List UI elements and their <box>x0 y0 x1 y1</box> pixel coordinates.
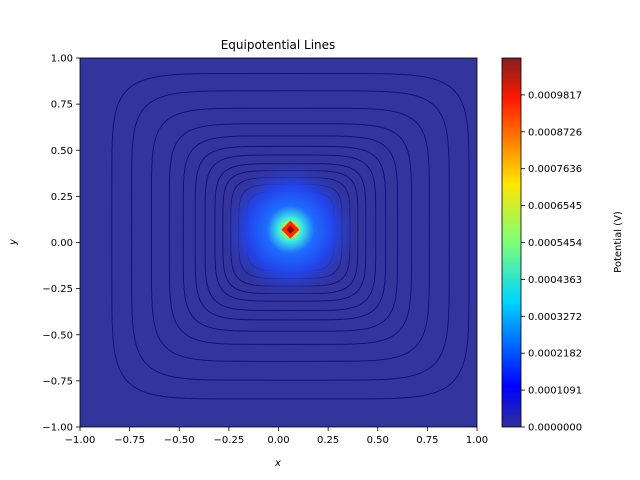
x-tick-label: 0.25 <box>317 435 339 446</box>
colorbar-tick-label: 0.0006545 <box>528 201 582 212</box>
y-tick-label: −0.25 <box>42 284 73 295</box>
source-glow-group <box>220 159 361 300</box>
x-tick-label: 0.50 <box>367 435 389 446</box>
colorbar-tick-label: 0.0000000 <box>528 423 582 434</box>
y-tick-label: 0.25 <box>51 192 73 203</box>
y-tick-label: −0.75 <box>42 376 73 387</box>
contour-line <box>151 107 430 362</box>
x-tick-label: −0.50 <box>164 435 195 446</box>
colorbar-tick-label: 0.0004363 <box>528 275 582 286</box>
x-axis: −1.00 −0.75 −0.50 −0.25 0.00 0.25 0.50 0.75 1.00 <box>65 427 488 446</box>
y-tick-label: 0.00 <box>51 238 73 249</box>
colorbar-tick-label: 0.0003272 <box>528 312 582 323</box>
y-tick-label: −0.50 <box>42 330 73 341</box>
y-tick-label: 0.50 <box>51 146 73 157</box>
y-axis-label: y <box>8 238 19 246</box>
colorbar-tick-label: 0.0002182 <box>528 349 582 360</box>
colorbar-ticks: 0.0000000 0.0001091 0.0002182 0.0003272 0.00… <box>521 90 582 434</box>
contour-line <box>111 73 470 400</box>
colorbar-tick-label: 0.0005454 <box>528 238 582 249</box>
contour-line <box>182 135 399 332</box>
x-tick-label: 0.75 <box>416 435 438 446</box>
x-axis-label: x <box>274 458 281 469</box>
y-tick-label: −1.00 <box>42 423 73 434</box>
x-tick-label: 0.00 <box>267 435 289 446</box>
x-tick-label: −0.75 <box>114 435 145 446</box>
x-tick-label: −1.00 <box>65 435 96 446</box>
contour-line <box>131 90 450 381</box>
colorbar-tick-label: 0.0001091 <box>528 386 582 397</box>
source-core <box>286 225 295 234</box>
x-tick-label: −0.25 <box>214 435 245 446</box>
x-tick-label: 1.00 <box>466 435 488 446</box>
contour-line <box>204 154 377 311</box>
chart-title: Equipotential Lines <box>221 38 336 52</box>
contour-line <box>194 145 387 321</box>
colorbar-label: Potential (V) <box>613 211 624 273</box>
colorbar-tick-label: 0.0007636 <box>528 164 582 175</box>
contour-line <box>168 123 412 345</box>
colorbar-tick-label: 0.0008726 <box>528 127 582 138</box>
contour-line <box>214 163 367 302</box>
y-tick-label: 1.00 <box>51 54 73 65</box>
colorbar-fill <box>501 57 522 428</box>
y-tick-label: 0.75 <box>51 100 73 111</box>
colorbar-tick-label: 0.0009817 <box>528 90 582 101</box>
colorbar: 0.0000000 0.0001091 0.0002182 0.0003272 0.00… <box>501 57 624 434</box>
y-axis: −1.00 −0.75 −0.50 −0.25 0.00 0.25 0.50 0.75 1.00 <box>42 54 80 434</box>
plot-area <box>79 57 478 428</box>
